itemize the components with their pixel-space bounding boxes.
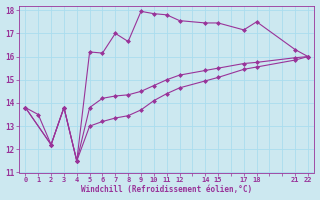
X-axis label: Windchill (Refroidissement éolien,°C): Windchill (Refroidissement éolien,°C): [81, 185, 252, 194]
